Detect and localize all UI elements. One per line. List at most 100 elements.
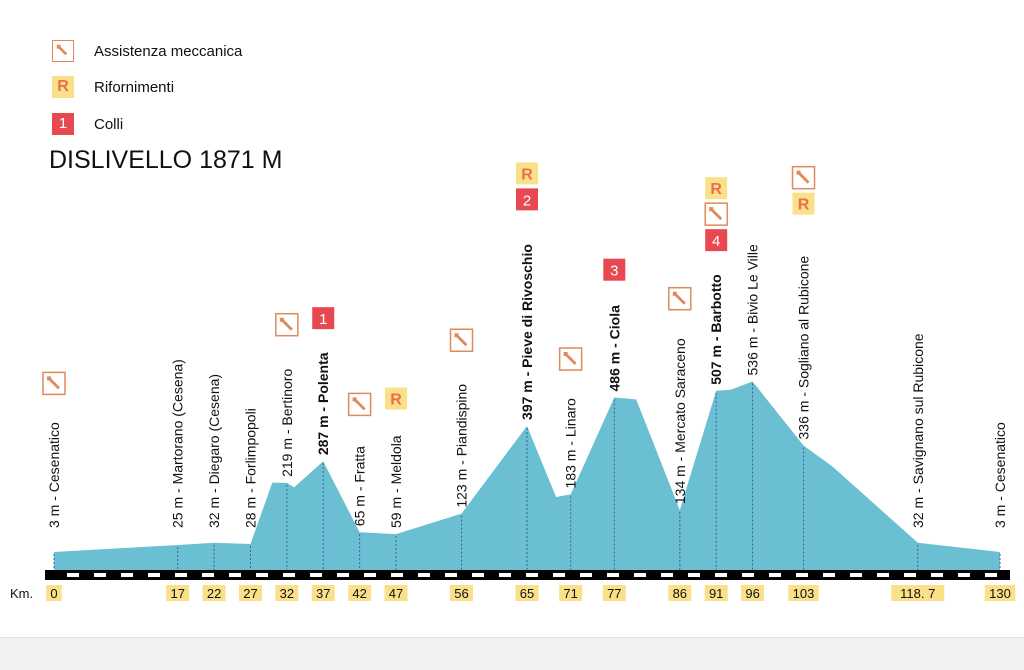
supply-r-icon bbox=[385, 387, 408, 410]
waypoint-label: 134 m - Mercato Saraceno bbox=[672, 338, 688, 504]
km-axis-band-segment bbox=[499, 573, 511, 577]
waypoint-label: 287 m - Polenta bbox=[315, 352, 331, 455]
km-tick-label: 96 bbox=[745, 586, 759, 601]
legend-label-climb: Colli bbox=[94, 115, 124, 133]
waypoint-label: 507 m - Barbotto bbox=[708, 274, 724, 384]
km-axis-band-segment bbox=[823, 573, 835, 577]
km-tick-label: 47 bbox=[389, 586, 403, 601]
supply-r-letter: R bbox=[798, 197, 810, 214]
climb-badge-number: 4 bbox=[712, 233, 720, 250]
climb-badge-icon: 1 bbox=[52, 113, 74, 135]
km-tick-badge bbox=[602, 585, 626, 601]
km-axis-band-segment bbox=[121, 573, 133, 577]
wrench-icon-glyph bbox=[352, 397, 366, 411]
km-tick-label: 91 bbox=[709, 586, 723, 601]
km-tick-badge bbox=[46, 585, 62, 601]
km-axis-band-segment bbox=[310, 573, 322, 577]
waypoint-label: 3 m - Cesenatico bbox=[992, 422, 1008, 528]
km-tick-label: 77 bbox=[607, 586, 621, 601]
km-axis-band-segment bbox=[256, 573, 268, 577]
waypoint-label: 123 m - Piandispino bbox=[454, 384, 470, 508]
km-tick-label: 17 bbox=[170, 586, 184, 601]
km-axis-band-segment bbox=[931, 573, 943, 577]
km-tick-badge bbox=[348, 585, 372, 601]
km-axis-band-segment bbox=[877, 573, 889, 577]
km-tick-label: 37 bbox=[316, 586, 330, 601]
elevation-chart: 3 m - Cesenatico 25 m - Martorano (Cesena… bbox=[10, 162, 1016, 601]
km-tick-label: 32 bbox=[280, 586, 294, 601]
legend-item-climb: 1 Colli bbox=[52, 113, 123, 135]
wrench-icon-glyph bbox=[796, 170, 810, 184]
waypoint-label: 219 m - Bertinoro bbox=[279, 369, 295, 477]
km-axis-band-segment bbox=[553, 573, 565, 577]
supply-r-icon bbox=[705, 177, 728, 200]
km-axis-band-segment bbox=[607, 573, 619, 577]
chart-title: DISLIVELLO 1871 M bbox=[49, 146, 283, 174]
km-axis-band-segment bbox=[661, 573, 673, 577]
km-axis-band-segment bbox=[715, 573, 727, 577]
km-axis-band-segment bbox=[904, 573, 916, 577]
km-axis-band-segment bbox=[391, 573, 403, 577]
waypoint-label: 65 m - Fratta bbox=[352, 446, 368, 526]
climb-badge-number: 3 bbox=[610, 263, 618, 280]
supply-r-letter: R bbox=[390, 392, 402, 409]
km-axis-band-segment bbox=[94, 573, 106, 577]
waypoint-label: 536 m - Bivio Le Ville bbox=[745, 244, 761, 375]
supply-r-letter: R bbox=[710, 181, 722, 198]
legend-item-supply: R Rifornimenti bbox=[52, 76, 174, 98]
wrench-icon-glyph bbox=[279, 317, 293, 331]
waypoint-label: 3 m - Cesenatico bbox=[46, 422, 62, 528]
supply-r-icon: R bbox=[52, 76, 74, 98]
km-axis-band-segment bbox=[769, 573, 781, 577]
km-tick-badge bbox=[984, 585, 1016, 601]
km-tick-badge bbox=[788, 585, 819, 601]
km-axis-label: Km. bbox=[10, 586, 33, 601]
km-tick-badge bbox=[559, 585, 583, 601]
km-tick-label: 0 bbox=[50, 586, 57, 601]
km-axis-band-segment bbox=[742, 573, 754, 577]
km-axis-band-segment bbox=[337, 573, 349, 577]
wrench-icon-glyph bbox=[454, 333, 468, 347]
km-tick-badge bbox=[166, 585, 190, 601]
km-axis-band-segment bbox=[958, 573, 970, 577]
km-axis-band-segment bbox=[634, 573, 646, 577]
km-axis-band-segment bbox=[364, 573, 376, 577]
climb-badge-number: 2 bbox=[523, 192, 531, 209]
km-tick-label: 86 bbox=[673, 586, 687, 601]
km-tick-badge bbox=[515, 585, 539, 601]
km-tick-badge bbox=[202, 585, 226, 601]
climb-badge-number: 1 bbox=[319, 311, 327, 328]
km-axis-band-segment bbox=[418, 573, 430, 577]
km-tick-badge bbox=[238, 585, 262, 601]
km-tick-badge bbox=[704, 585, 728, 601]
km-tick-badge bbox=[275, 585, 299, 601]
km-tick-label: 118. 7 bbox=[900, 586, 935, 601]
km-axis-band-segment bbox=[580, 573, 592, 577]
km-tick-label: 130 bbox=[989, 586, 1011, 601]
climb-badge-icon bbox=[312, 307, 335, 330]
waypoint-label: 32 m - Diegaro (Cesena) bbox=[206, 374, 222, 528]
km-tick-label: 56 bbox=[454, 586, 468, 601]
waypoint-label: 486 m - Ciola bbox=[606, 305, 622, 392]
km-axis-band-segment bbox=[796, 573, 808, 577]
wrench-icon-glyph bbox=[47, 376, 60, 390]
km-axis-band-segment bbox=[985, 573, 997, 577]
waypoint-label: 28 m - Forlimpopoli bbox=[242, 408, 258, 528]
km-tick-badge bbox=[384, 585, 408, 601]
waypoint-label: 32 m - Savignano sul Rubicone bbox=[910, 333, 926, 528]
waypoint-label: 397 m - Pieve di Rivoschio bbox=[519, 244, 535, 420]
km-axis-band-segment bbox=[526, 573, 538, 577]
km-tick-label: 71 bbox=[563, 586, 577, 601]
legend-label-supply: Rifornimenti bbox=[94, 78, 175, 96]
waypoint-label: 336 m - Sogliano al Rubicone bbox=[796, 256, 812, 440]
km-tick-badge bbox=[741, 585, 765, 601]
km-axis-band-segment bbox=[202, 573, 214, 577]
supply-r-icon bbox=[792, 192, 815, 215]
km-axis-band-segment bbox=[688, 573, 700, 577]
km-tick-label: 22 bbox=[207, 586, 221, 601]
climb-badge-icon bbox=[516, 188, 538, 211]
km-axis-band-segment bbox=[283, 573, 295, 577]
footer-band bbox=[0, 637, 1024, 670]
km-tick-badge bbox=[891, 585, 945, 601]
km-axis-band-segment bbox=[445, 573, 457, 577]
